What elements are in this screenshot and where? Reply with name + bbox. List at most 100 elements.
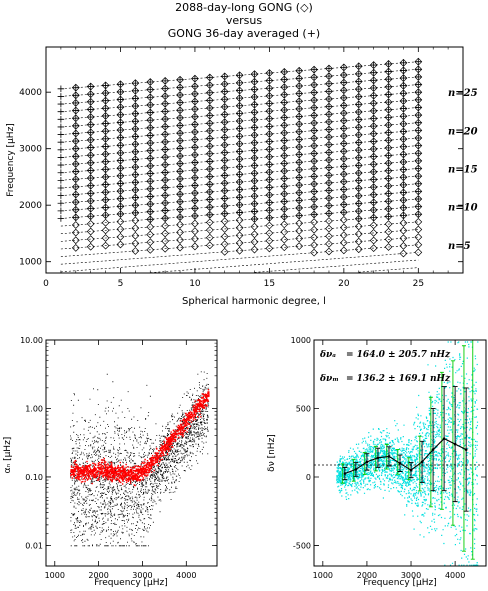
diamond-point [339, 86, 348, 95]
plus-point [310, 134, 318, 142]
ridge-labels: n=25 n=20 n=15 n=10 n=5 [448, 88, 478, 252]
plus-point [102, 188, 109, 196]
diamond-point [325, 125, 333, 134]
plus-point [280, 114, 288, 121]
diamond-point [310, 210, 318, 219]
linewidth-y-ticks: 0.01 0.10 1.00 10.00 [20, 336, 217, 550]
plus-point [266, 199, 273, 206]
difference-panel: 1000 2000 3000 4000 -500 0 500 1000 δνₐ = 164.… [267, 336, 487, 588]
diamond-point [131, 201, 140, 210]
plus-point [146, 101, 154, 109]
plus-point [146, 216, 154, 223]
diamond-point [220, 102, 229, 111]
plus-point [355, 184, 363, 192]
diamond-point [146, 162, 155, 170]
plus-point [102, 105, 109, 112]
figure-title-line-3: GONG 36-day averaged (+) [168, 27, 320, 40]
diamond-point [339, 162, 348, 171]
plus-point [102, 143, 109, 150]
diamond-point [71, 121, 80, 130]
diamond-point [280, 190, 289, 198]
mean-point [376, 456, 380, 460]
diamond-point [146, 238, 155, 247]
diamond-point [191, 112, 199, 121]
diamond-point [295, 89, 304, 98]
plus-point [415, 127, 422, 134]
plus-point [251, 101, 258, 108]
plus-point [370, 61, 377, 69]
diamond-point [235, 86, 244, 95]
diamond-point [176, 159, 184, 168]
diamond-point [325, 133, 333, 142]
plus-point [370, 214, 377, 221]
plus-point [117, 187, 124, 195]
mean-point [420, 460, 424, 464]
diamond-point [71, 221, 80, 229]
diamond-point [399, 173, 408, 182]
plus-point [280, 198, 288, 205]
diamond-point [310, 241, 318, 249]
diamond-point [354, 199, 363, 208]
plus-point [87, 182, 94, 190]
plus-point [57, 169, 65, 177]
diamond-point [325, 64, 333, 73]
diamond-point [265, 152, 274, 161]
diamond-point [310, 103, 318, 112]
diamond-point [384, 235, 393, 244]
plus-point [117, 134, 124, 141]
plus-point [72, 84, 80, 91]
plus-point [251, 116, 258, 124]
plus-point [415, 188, 422, 195]
plus-point [236, 110, 243, 117]
plus-point [295, 120, 303, 128]
plus-point [370, 77, 377, 84]
diamond-point [71, 106, 80, 115]
diamond-point [146, 116, 155, 125]
plus-point [206, 165, 214, 173]
ridge-label: n=5 [448, 241, 471, 252]
plus-point [355, 192, 363, 200]
diamond-point [310, 65, 318, 74]
mean-point [343, 472, 347, 475]
diamond-point [235, 94, 244, 103]
plus-point [325, 72, 333, 80]
linewidth-y-axis-label: αₙ [μHz] [3, 437, 13, 474]
plus-point [236, 148, 243, 155]
diamond-point [235, 147, 244, 156]
plus-point [87, 90, 94, 98]
diamond-point [205, 111, 214, 120]
plus-point [146, 86, 154, 93]
plus-point [280, 190, 288, 198]
x-tick-label: 3000 [401, 571, 421, 580]
plus-point [132, 125, 139, 133]
diamond-point [399, 180, 408, 189]
plus-point [72, 160, 80, 168]
diamond-point [176, 152, 184, 160]
plus-point [161, 85, 169, 92]
diamond-point [176, 213, 184, 221]
diamond-point [339, 193, 348, 201]
plus-point [325, 194, 333, 202]
diamond-point [295, 135, 304, 144]
diamond-point [131, 163, 140, 171]
plus-point [325, 126, 333, 133]
diamond-point [414, 149, 423, 158]
diamond-point [325, 217, 333, 225]
linewidth-red-scatter [70, 389, 210, 487]
diamond-point [131, 125, 140, 133]
diamond-point [265, 137, 274, 146]
plus-point [295, 158, 303, 166]
plus-point [161, 214, 169, 222]
diamond-point [295, 143, 304, 151]
diamond-point [161, 221, 170, 230]
plus-point [325, 171, 333, 179]
x-tick-label: 5 [118, 279, 124, 289]
plus-point [385, 136, 392, 144]
plus-point [146, 177, 154, 185]
diamond-point [325, 156, 333, 164]
plus-point [400, 135, 407, 143]
plus-point [310, 96, 318, 104]
diamond-point [280, 220, 289, 229]
plus-point [191, 197, 199, 204]
plus-point [385, 152, 392, 159]
